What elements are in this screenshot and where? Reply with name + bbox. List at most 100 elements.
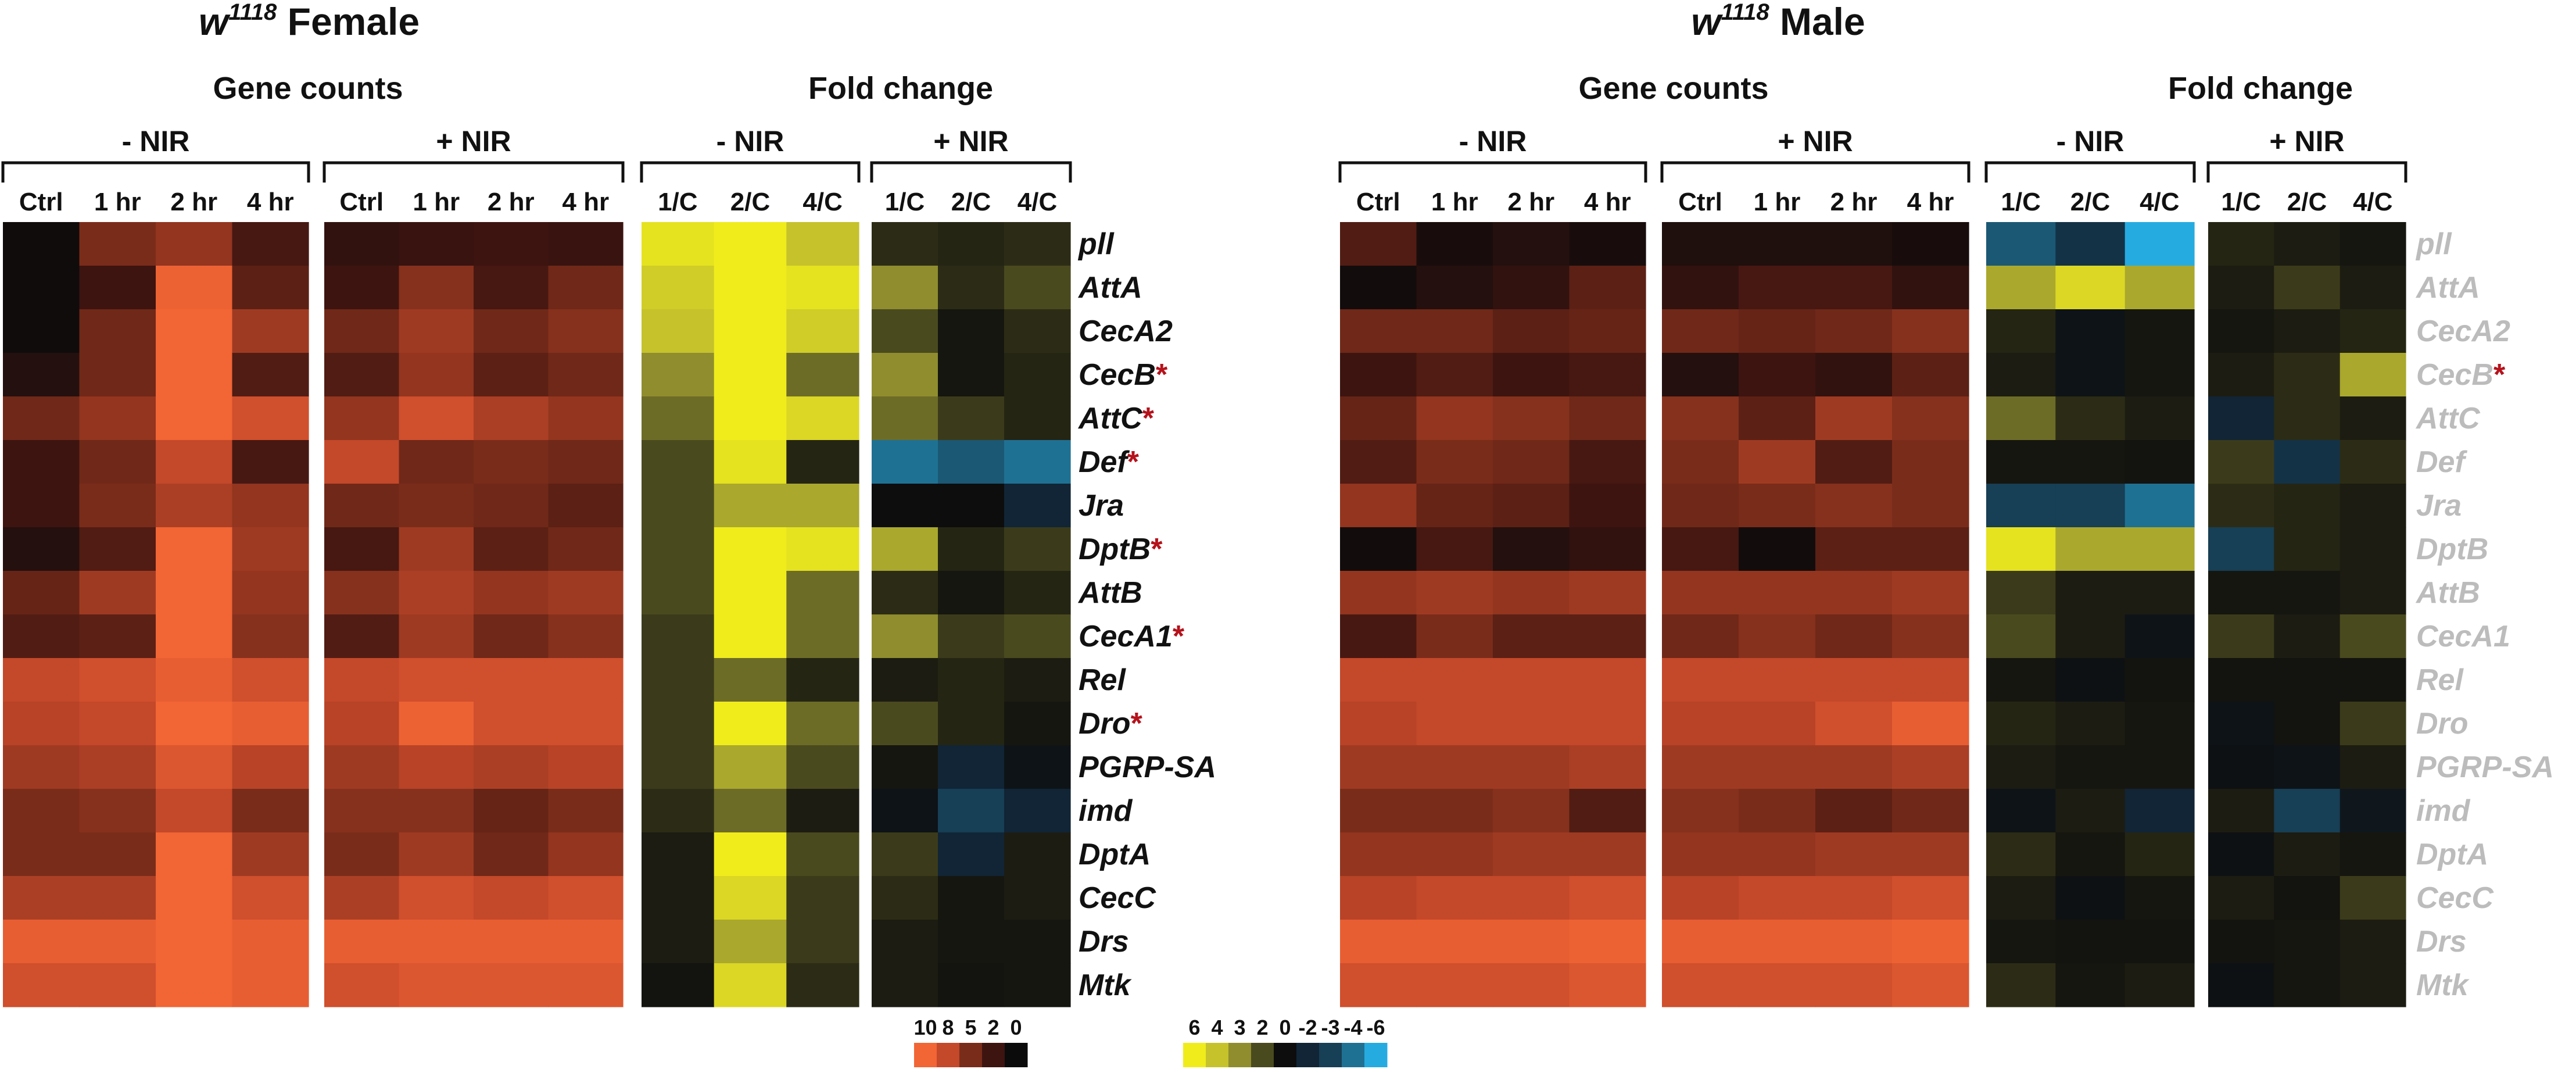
female-fold-cell (786, 658, 859, 702)
female-gene-star: * (1156, 358, 1168, 392)
female-fold-cell (1004, 963, 1071, 1007)
female-fold-cell (1004, 396, 1071, 441)
female-counts-cell (79, 222, 156, 266)
female-counts-cell (399, 440, 474, 484)
male-gene-label: pll (2415, 227, 2452, 261)
female-counts-cell (474, 920, 549, 964)
female-fold-cell (938, 266, 1005, 310)
female-counts-cell (156, 396, 233, 441)
male-counts-cell (1892, 266, 1969, 310)
male-counts-cell (1569, 353, 1646, 397)
male-fold-cell (2339, 440, 2406, 484)
male-gene-star: * (2493, 358, 2506, 392)
female-fold-cell (872, 353, 938, 397)
male-counts-cell (1416, 789, 1493, 833)
counts-legend-swatch (982, 1043, 1005, 1067)
male-gene-label: CecC (2416, 881, 2494, 915)
female-counts-cell (548, 832, 624, 877)
male-fold-cell (2274, 396, 2341, 441)
female-counts-cell (399, 527, 474, 571)
male-counts-cell (1569, 309, 1646, 353)
male-fold-cell (2208, 353, 2274, 397)
male-counts-cell (1340, 396, 1417, 441)
male-counts-cell (1739, 789, 1816, 833)
male-fold-cell (2124, 963, 2195, 1007)
male-fold-cell (2124, 527, 2195, 571)
male-counts-cell (1493, 702, 1570, 746)
female-gene-label: Mtk (1079, 968, 1133, 1002)
female-counts-cell (324, 920, 400, 964)
male-gene-label: Def (2416, 445, 2467, 479)
female-fold-column-label: 2/C (730, 188, 770, 216)
male-fold-cell (1986, 571, 2056, 615)
male-fold-cell (2208, 527, 2274, 571)
male-counts-cell (1662, 353, 1739, 397)
female-counts-cell (156, 222, 233, 266)
female-fold-cell (642, 527, 715, 571)
female-counts-cell (156, 527, 233, 571)
female-fold-cell (786, 484, 859, 528)
male-fold-cell (2055, 440, 2126, 484)
male-fold-cell (2274, 353, 2341, 397)
fold-legend-swatch (1251, 1043, 1274, 1067)
female-counts-cell (3, 266, 80, 310)
female-counts-cell (232, 396, 309, 441)
female-counts-cell (3, 614, 80, 659)
male-title-text: Male (1769, 0, 1865, 43)
female-gene-label: Dro* (1079, 707, 1143, 741)
male-counts-cell (1340, 309, 1417, 353)
female-fold-cell (642, 963, 715, 1007)
female-counts-cell (474, 527, 549, 571)
female-fold-cell (872, 745, 938, 789)
counts-legend-tick-label: 8 (942, 1016, 954, 1039)
female-counts-cell (399, 876, 474, 920)
female-counts-cell (79, 614, 156, 659)
male-fold-cell (2124, 309, 2195, 353)
female-fold-cell (938, 702, 1005, 746)
female-fold-cell (786, 440, 859, 484)
female-fold-bracket (870, 161, 1072, 183)
male-counts-cell (1662, 266, 1739, 310)
male-counts-cell (1662, 571, 1739, 615)
female-gene-star: * (1131, 707, 1143, 741)
female-counts-cell (3, 832, 80, 877)
female-fold-cell (872, 789, 938, 833)
male-counts-column-label: 1 hr (1754, 188, 1801, 216)
female-gene-star: * (1173, 620, 1185, 653)
male-fold-cell (2208, 745, 2274, 789)
male-fold-cell (2339, 920, 2406, 964)
male-fold-cell (2339, 396, 2406, 441)
female-fold-cell (938, 920, 1005, 964)
female-fold-cell (872, 222, 938, 266)
female-counts-cell (79, 876, 156, 920)
female-fold-cell (714, 571, 787, 615)
male-gene-label: PGRP-SA (2416, 750, 2554, 784)
female-counts-cell (232, 571, 309, 615)
male-fold-cell (2274, 614, 2341, 659)
female-gene-label: CecA2 (1079, 314, 1173, 348)
male-counts-cell (1569, 702, 1646, 746)
female-fold-cell (714, 920, 787, 964)
male-fold-cell (2339, 658, 2406, 702)
female-fold-cell (786, 789, 859, 833)
female-counts-column-label: 2 hr (488, 188, 535, 216)
male-counts-cell (1340, 832, 1417, 877)
male-counts-cell (1493, 353, 1570, 397)
female-fold-bracket (640, 161, 861, 183)
male-gene-label: CecB* (2416, 358, 2506, 392)
male-counts-cell (1739, 963, 1816, 1007)
male-counts-column-label: Ctrl (1678, 188, 1722, 216)
female-counts-cell (156, 353, 233, 397)
male-fold-cell (2339, 876, 2406, 920)
female-fold-cell (642, 702, 715, 746)
male-counts-cell (1493, 396, 1570, 441)
female-fold-cell (714, 963, 787, 1007)
female-fold-column-label: 1/C (885, 188, 925, 216)
male-fold-cell (2339, 571, 2406, 615)
male-fold-cell (2055, 963, 2126, 1007)
female-fold-cell (714, 658, 787, 702)
male-counts-cell (1815, 353, 1893, 397)
female-fold-cell (786, 309, 859, 353)
male-fold-cell (1986, 745, 2056, 789)
male-fold-cell (2124, 266, 2195, 310)
